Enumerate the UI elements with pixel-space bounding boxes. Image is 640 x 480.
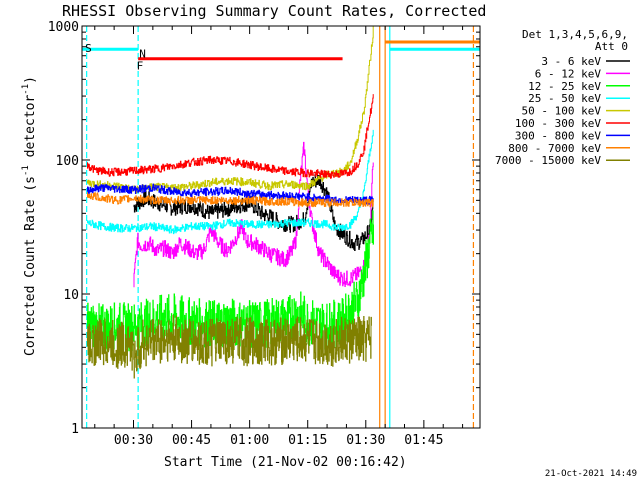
y-tick-label: 1 bbox=[71, 422, 79, 437]
legend-label-800-7000-kev: 800 - 7000 keV bbox=[508, 142, 601, 155]
legend-label-50-100-kev: 50 - 100 keV bbox=[522, 105, 602, 118]
y-axis-label-main: Corrected Count Rate (s bbox=[23, 176, 38, 356]
y-tick-label: 10 bbox=[63, 288, 79, 303]
legend-label-25-50-kev: 25 - 50 keV bbox=[528, 92, 601, 105]
legend-title-line: Det 1,3,4,5,6,9, bbox=[522, 28, 628, 41]
series-line-7000-15000-kev bbox=[86, 314, 372, 379]
series-line-800-7000-kev bbox=[87, 192, 374, 208]
annotation-s: S bbox=[85, 42, 92, 55]
chart-title: RHESSI Observing Summary Count Rates, Co… bbox=[62, 2, 486, 20]
y-axis-label-exp-2: -1 bbox=[21, 84, 31, 95]
x-tick-label: 00:45 bbox=[172, 433, 211, 448]
series-line-300-800-kev bbox=[87, 183, 374, 205]
y-axis-label: Corrected Count Rate (s-1 detector-1) bbox=[21, 76, 38, 356]
x-axis-label: Start Time (21-Nov-02 00:16:42) bbox=[164, 455, 407, 470]
axis-layer: 00:30 00:45 01:00 01:15 01:30 01:45 1 10 100 1000 bbox=[48, 20, 480, 448]
series-line-3-6-kev bbox=[133, 174, 374, 251]
legend-label-6-12-kev: 6 - 12 keV bbox=[535, 67, 602, 80]
state-layer bbox=[82, 26, 480, 428]
y-tick-label: 100 bbox=[56, 154, 79, 169]
x-tick-label: 01:45 bbox=[404, 433, 443, 448]
legend-label-3-6-kev: 3 - 6 keV bbox=[541, 55, 601, 68]
annotation-layer: S NF bbox=[85, 42, 146, 73]
series-line-100-300-kev bbox=[87, 94, 374, 179]
y-axis-label-mid: detector bbox=[23, 95, 38, 166]
timestamp: 21-Oct-2021 14:49 bbox=[545, 469, 637, 479]
annotation-f: F bbox=[137, 60, 144, 73]
plot-frame bbox=[81, 25, 481, 429]
series-line-6-12-kev bbox=[133, 141, 374, 288]
y-axis-label-end: ) bbox=[23, 76, 38, 84]
series-line-25-50-kev bbox=[87, 129, 374, 235]
legend-title-line: Att 0 bbox=[595, 40, 628, 53]
annotation-n: N bbox=[139, 47, 146, 60]
y-tick-label: 1000 bbox=[48, 20, 79, 35]
y-axis-label-exp-1: -1 bbox=[21, 165, 31, 176]
x-tick-label: 00:30 bbox=[114, 433, 153, 448]
legend-label-7000-15000-kev: 7000 - 15000 keV bbox=[495, 154, 601, 167]
legend-label-12-25-kev: 12 - 25 keV bbox=[528, 80, 601, 93]
x-tick-label: 01:15 bbox=[288, 433, 327, 448]
x-tick-label: 01:30 bbox=[346, 433, 385, 448]
series-layer bbox=[86, 26, 374, 379]
legend-label-100-300-kev: 100 - 300 keV bbox=[515, 117, 601, 130]
x-tick-label: 01:00 bbox=[230, 433, 269, 448]
legend-label-300-800-kev: 300 - 800 keV bbox=[515, 129, 601, 142]
